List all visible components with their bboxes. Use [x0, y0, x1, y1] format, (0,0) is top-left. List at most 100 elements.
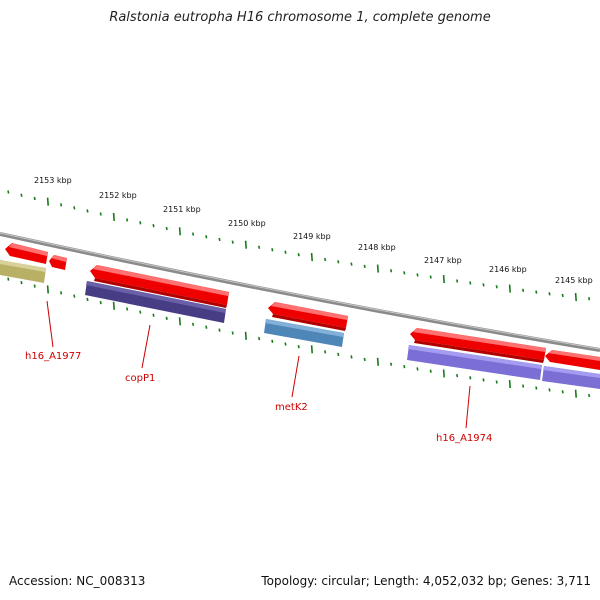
- minor-tick: [60, 291, 63, 295]
- major-tick: [310, 253, 313, 262]
- minor-tick: [139, 310, 142, 314]
- major-tick: [310, 345, 313, 354]
- minor-tick: [284, 250, 287, 254]
- minor-tick: [139, 221, 142, 225]
- minor-tick: [33, 284, 36, 288]
- ruler-label-2153: 2153 kbp: [34, 176, 72, 185]
- minor-tick: [297, 345, 300, 349]
- cds-copP1[interactable]: [85, 281, 226, 323]
- inner-ruler-ticks: [7, 277, 591, 398]
- major-tick: [46, 285, 49, 294]
- cds-metK2[interactable]: [264, 319, 344, 347]
- minor-tick: [363, 357, 366, 362]
- minor-tick: [350, 355, 353, 359]
- gene-feature[interactable]: [545, 350, 600, 370]
- leader-line: [291, 355, 300, 398]
- major-tick: [112, 212, 115, 222]
- minor-tick: [297, 253, 300, 257]
- minor-tick: [456, 373, 459, 378]
- minor-tick: [152, 313, 155, 317]
- minor-tick: [522, 384, 525, 388]
- minor-tick: [73, 206, 76, 210]
- minor-tick: [535, 386, 538, 390]
- ruler-label-2152: 2152 kbp: [99, 191, 137, 200]
- minor-tick: [86, 297, 89, 302]
- cds-feature[interactable]: [0, 260, 46, 283]
- minor-tick: [7, 277, 10, 281]
- minor-tick: [456, 279, 459, 283]
- major-tick: [178, 317, 181, 326]
- accession-text: Accession: NC_008313: [9, 574, 146, 588]
- gene-copP1[interactable]: [90, 265, 229, 308]
- gene-label-metK2[interactable]: metK2: [275, 402, 308, 413]
- gene-metK2[interactable]: [268, 302, 348, 331]
- minor-tick: [495, 380, 498, 384]
- major-tick: [244, 331, 247, 340]
- minor-tick: [192, 232, 195, 236]
- minor-tick: [416, 273, 419, 277]
- major-tick: [112, 301, 115, 310]
- major-tick: [442, 274, 445, 284]
- minor-tick: [218, 328, 221, 332]
- cds-h16-A1974[interactable]: [407, 345, 542, 380]
- minor-tick: [205, 235, 208, 239]
- leader-line: [141, 324, 151, 369]
- gene-label-h16-A1977[interactable]: h16_A1977: [25, 351, 81, 362]
- minor-tick: [482, 283, 485, 287]
- minor-tick: [350, 262, 353, 266]
- minor-tick: [271, 339, 274, 343]
- minor-tick: [588, 297, 591, 301]
- minor-tick: [86, 209, 89, 213]
- gene-feature[interactable]: [49, 255, 67, 270]
- minor-tick: [403, 271, 406, 275]
- minor-tick: [231, 331, 234, 335]
- ruler-label-2151: 2151 kbp: [163, 205, 201, 214]
- minor-tick: [73, 294, 76, 298]
- ruler-label-2150: 2150 kbp: [228, 219, 266, 228]
- ruler-label-2145: 2145 kbp: [555, 276, 593, 285]
- cds-feature[interactable]: [542, 366, 600, 389]
- leader-line: [465, 385, 471, 429]
- gene-label-copP1[interactable]: copP1: [125, 373, 155, 384]
- major-tick: [442, 369, 445, 378]
- ruler-label-2149: 2149 kbp: [293, 232, 331, 241]
- gene-h16-A1974[interactable]: [410, 328, 546, 363]
- minor-tick: [20, 280, 23, 285]
- minor-tick: [469, 376, 472, 380]
- topology-summary: Topology: circular; Length: 4,052,032 bp…: [261, 574, 591, 588]
- minor-tick: [495, 285, 498, 289]
- gene-label-h16-A1974[interactable]: h16_A1974: [436, 433, 492, 444]
- minor-tick: [416, 367, 419, 371]
- minor-tick: [363, 264, 366, 269]
- minor-tick: [548, 292, 551, 296]
- minor-tick: [7, 190, 10, 194]
- minor-tick: [60, 203, 63, 207]
- leader-line: [46, 300, 54, 348]
- chromosome-backbone: [0, 232, 600, 352]
- minor-tick: [218, 237, 221, 242]
- minor-tick: [561, 390, 564, 394]
- minor-tick: [126, 218, 129, 222]
- minor-tick: [126, 307, 129, 311]
- minor-tick: [258, 245, 261, 249]
- minor-tick: [165, 226, 168, 231]
- major-tick: [376, 357, 379, 366]
- ruler-label-2146: 2146 kbp: [489, 265, 527, 274]
- major-tick: [508, 379, 511, 389]
- ruler-label-2148: 2148 kbp: [358, 243, 396, 252]
- minor-tick: [33, 196, 36, 201]
- major-tick: [376, 264, 379, 273]
- minor-tick: [192, 322, 195, 326]
- minor-tick: [324, 350, 327, 354]
- minor-tick: [535, 290, 538, 294]
- map-title: Ralstonia eutropha H16 chromosome 1, com…: [109, 10, 491, 25]
- outer-ruler-ticks: [7, 190, 591, 302]
- minor-tick: [390, 269, 393, 273]
- minor-tick: [522, 288, 525, 292]
- minor-tick: [390, 362, 393, 366]
- minor-tick: [337, 260, 340, 264]
- ruler-label-2147: 2147 kbp: [424, 256, 462, 265]
- gene-feature[interactable]: [5, 243, 48, 264]
- minor-tick: [99, 212, 102, 216]
